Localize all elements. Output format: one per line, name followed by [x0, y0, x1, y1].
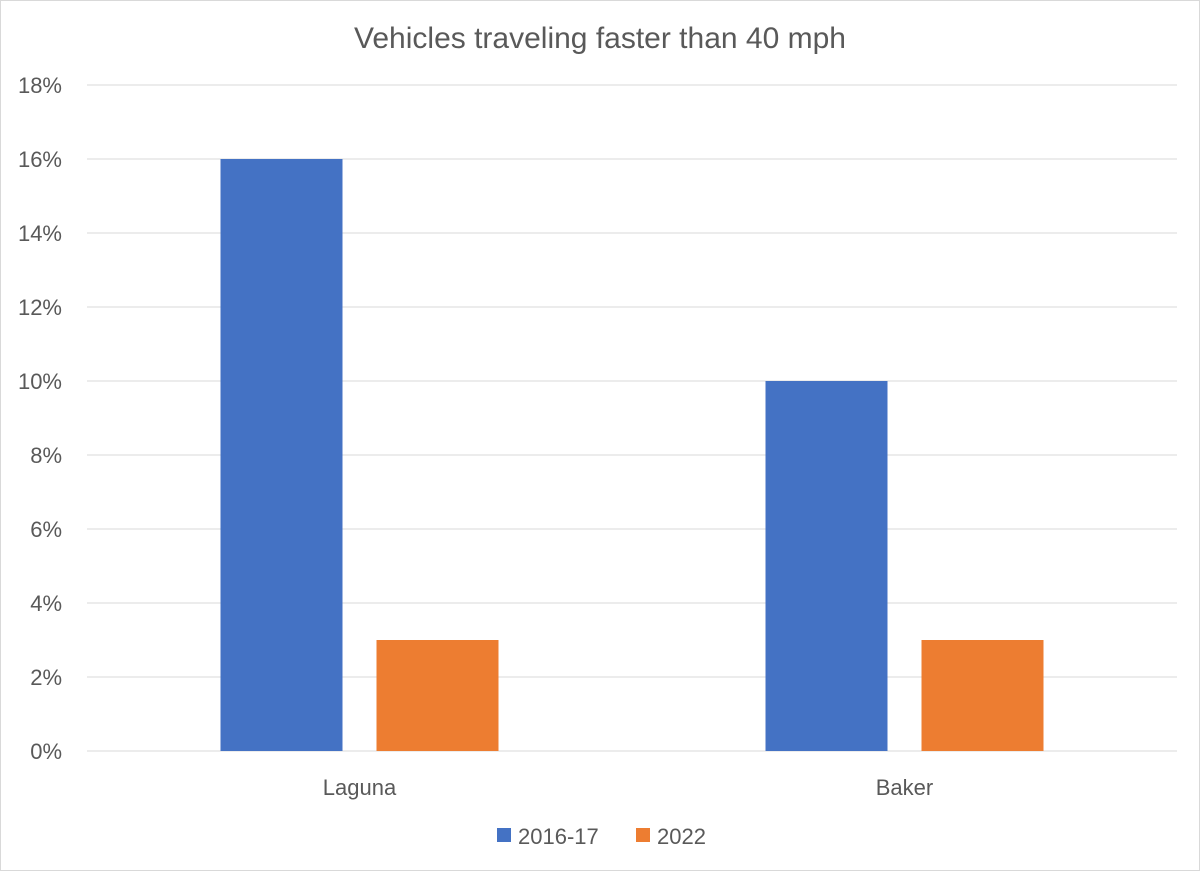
y-tick-label: 0%: [30, 739, 62, 764]
x-tick-label: Baker: [876, 775, 933, 800]
legend-swatch: [497, 828, 511, 842]
y-tick-label: 6%: [30, 517, 62, 542]
y-tick-label: 16%: [18, 147, 62, 172]
y-tick-label: 2%: [30, 665, 62, 690]
bar-baker-2016-17: [765, 381, 888, 751]
legend-swatch: [636, 828, 650, 842]
y-tick-label: 4%: [30, 591, 62, 616]
y-tick-label: 18%: [18, 73, 62, 98]
bar-laguna-2022: [376, 640, 499, 751]
legend-label: 2016-17: [518, 824, 599, 849]
bar-laguna-2016-17: [220, 159, 343, 751]
bar-baker-2022: [921, 640, 1044, 751]
y-tick-label: 14%: [18, 221, 62, 246]
x-tick-label: Laguna: [323, 775, 397, 800]
y-tick-label: 8%: [30, 443, 62, 468]
y-tick-label: 10%: [18, 369, 62, 394]
legend-label: 2022: [657, 824, 706, 849]
y-tick-label: 12%: [18, 295, 62, 320]
chart-title: Vehicles traveling faster than 40 mph: [354, 22, 846, 55]
